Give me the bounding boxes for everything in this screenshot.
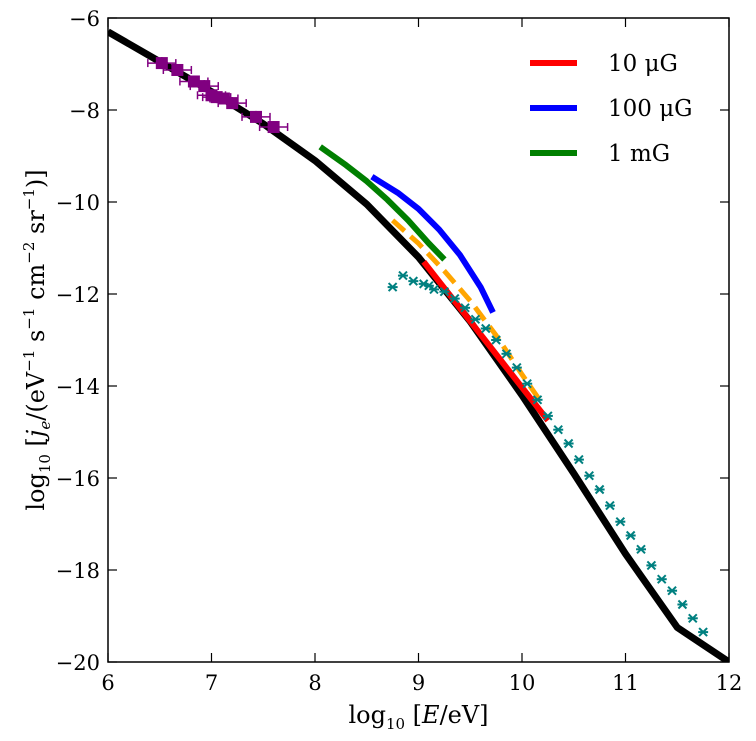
legend: 10 μG 100 μG 1 mG <box>530 51 693 167</box>
data-point-teal <box>480 323 491 334</box>
data-point-teal <box>584 470 595 481</box>
data-point-purple <box>241 110 271 123</box>
legend-label: 1 mG <box>608 141 670 167</box>
legend-item: 100 μG <box>530 96 693 122</box>
data-point-teal <box>511 362 522 373</box>
y-tick-label: −12 <box>56 283 100 307</box>
data-point-teal <box>429 284 440 295</box>
data-layer <box>108 28 729 662</box>
x-tick-label: 10 <box>509 671 536 695</box>
data-point-teal <box>423 281 434 291</box>
y-tick-label: −14 <box>56 375 100 399</box>
data-point-teal <box>646 560 657 571</box>
series-line-2 <box>318 144 447 262</box>
legend-item: 1 mG <box>530 141 670 167</box>
y-tick-label: −20 <box>56 651 100 675</box>
data-point-teal <box>615 516 626 527</box>
x-tick-label: 7 <box>205 671 218 695</box>
data-point-teal <box>656 574 667 584</box>
data-point-teal <box>594 484 605 495</box>
x-axis-label: log10 [E/eV] <box>348 701 488 733</box>
data-point-teal <box>553 424 564 435</box>
x-tick-label: 12 <box>716 671 743 695</box>
axis-ticks: 6 7 8 9 10 11 12 −20 −18 −16 −14 −12 −10 −8 −6 <box>56 7 743 695</box>
data-point-purple <box>189 80 220 93</box>
data-point-teal <box>625 530 636 541</box>
data-point-purple <box>258 121 289 134</box>
data-point-teal <box>470 314 481 325</box>
data-point-teal <box>573 454 584 465</box>
series-line-1 <box>370 174 496 314</box>
data-point-teal <box>449 293 460 304</box>
data-point-teal <box>408 276 419 286</box>
y-tick-label: −18 <box>56 559 100 583</box>
data-point-purple <box>147 57 177 70</box>
y-tick-label: −8 <box>69 99 100 123</box>
legend-label: 10 μG <box>608 51 678 77</box>
data-point-teal <box>604 500 615 511</box>
y-tick-label: −16 <box>56 467 100 491</box>
x-tick-label: 6 <box>101 671 114 695</box>
data-point-teal <box>636 544 647 555</box>
series-line-0 <box>421 259 551 423</box>
data-point-teal <box>542 411 553 421</box>
series-line-3 <box>108 28 729 662</box>
data-point-teal <box>698 627 709 637</box>
y-tick-label: −10 <box>56 191 100 215</box>
data-point-teal <box>687 613 698 624</box>
legend-item: 10 μG <box>530 51 678 77</box>
data-point-teal <box>387 282 398 292</box>
data-point-teal <box>397 270 408 281</box>
data-point-purple <box>162 63 193 76</box>
data-point-teal <box>563 438 574 449</box>
data-point-purple <box>217 97 247 110</box>
data-point-teal <box>522 378 533 389</box>
legend-label: 100 μG <box>608 96 693 122</box>
data-point-teal <box>491 335 502 345</box>
data-point-teal <box>667 585 678 596</box>
y-tick-label: −6 <box>69 7 100 31</box>
data-point-teal <box>460 303 471 313</box>
x-tick-label: 11 <box>612 671 639 695</box>
data-point-teal <box>677 599 688 610</box>
x-tick-label: 8 <box>308 671 321 695</box>
series-line-4 <box>390 218 545 406</box>
data-point-teal <box>501 349 512 359</box>
y-axis-label: log10 [je/(eV−1 s−1 cm−2 sr−1)] <box>20 169 54 510</box>
data-point-teal <box>439 286 450 297</box>
x-tick-label: 9 <box>412 671 425 695</box>
data-point-teal <box>532 395 543 405</box>
